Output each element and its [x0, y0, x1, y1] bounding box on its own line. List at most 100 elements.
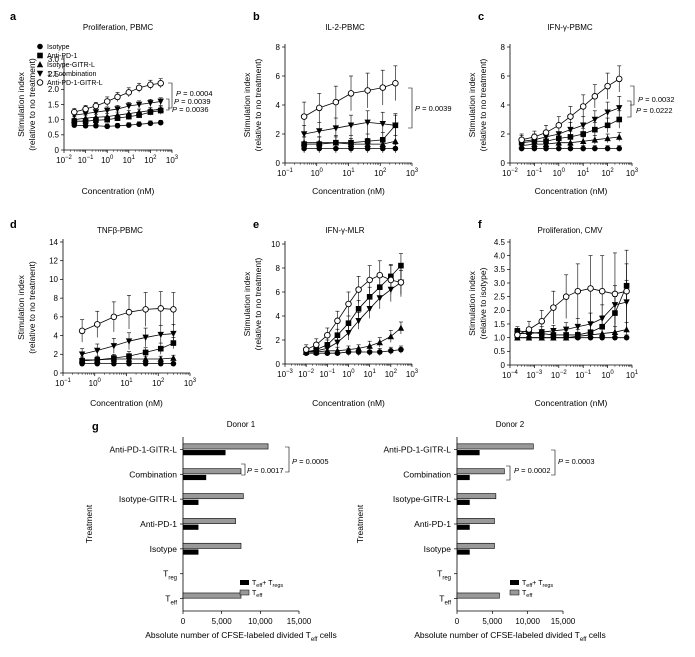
x-tick-exponent: −2 — [65, 155, 73, 161]
series-anti-pd-1-gitr-l — [302, 260, 405, 355]
data-point — [170, 354, 177, 361]
y-axis-label-secondary: (relative to no treatment) — [27, 58, 37, 151]
data-point — [110, 313, 118, 321]
bar-teff — [456, 443, 534, 450]
category-text: Isotype — [424, 544, 452, 554]
data-point — [598, 330, 606, 337]
bar-teff-plus-tregs — [457, 549, 470, 555]
data-point — [580, 137, 587, 145]
x-tick-exponent: −1 — [64, 378, 72, 384]
bar-teff — [456, 542, 495, 549]
x-tick-label: 10−1 — [55, 378, 71, 388]
data-point — [142, 355, 149, 362]
legend-entry: 1:1 combination — [47, 71, 97, 78]
y-tick-label: 2.0 — [48, 85, 60, 94]
data-point — [623, 287, 630, 295]
y-tick-label: 1.0 — [494, 333, 506, 342]
data-point — [82, 122, 89, 129]
x-tick-label: 102 — [601, 168, 614, 178]
x-tick-label: 103 — [166, 155, 179, 165]
data-point — [104, 116, 110, 123]
p-letter: P — [172, 105, 177, 114]
data-point — [334, 347, 341, 354]
data-point — [591, 93, 599, 100]
category-label-anti-pd-1-gitr-l: Anti-PD-1-GITR-L — [383, 444, 451, 454]
y-tick-label: 4.5 — [494, 238, 506, 247]
y-tick-label: 0 — [501, 361, 506, 370]
x-axis-label: Concentration (nM) — [312, 186, 385, 196]
x-tick-base: 10 — [89, 379, 98, 388]
x-tick-label: 10−1 — [527, 168, 543, 178]
data-point — [347, 122, 355, 129]
x-tick-exponent: −3 — [535, 370, 543, 376]
y-axis-label-secondary: (relative to no treatment) — [253, 59, 263, 152]
panel-g-donor-2: Donor 2 0 5,000 10,000 15,000 Anti-PD-1-GITR-… — [355, 420, 606, 643]
y-tick-label: 4 — [501, 101, 506, 110]
data-point — [142, 306, 149, 313]
x-tick-label: 5,000 — [482, 617, 503, 626]
p-letter: P — [638, 95, 643, 104]
x-tick-label: 10−3 — [527, 370, 543, 380]
legend-entry: Anti-PD-1 — [47, 53, 77, 60]
y-tick-label: 6 — [276, 72, 281, 81]
data-point — [157, 305, 165, 312]
data-point — [366, 306, 373, 313]
bar-teff-plus-tregs — [457, 524, 470, 530]
category-label-teff: Teff — [165, 594, 177, 607]
p-text: = 0.0222 — [641, 106, 673, 115]
data-point — [574, 287, 582, 295]
bar-teff-plus-tregs — [183, 450, 226, 456]
x-tick-base: 10 — [184, 379, 193, 388]
y-tick-label: 12 — [49, 257, 58, 266]
y-tick-label: 8 — [501, 43, 506, 52]
chart-title: TNFβ-PBMC — [97, 226, 143, 235]
p-letter: P — [514, 466, 519, 475]
x-tick-base: 10 — [319, 370, 328, 379]
significance-bracket — [506, 465, 511, 481]
data-point — [71, 116, 78, 123]
x-tick-exponent: −1 — [286, 168, 294, 174]
data-point — [110, 355, 118, 362]
bar-teff — [182, 592, 242, 599]
data-point — [170, 360, 177, 367]
p-text: = 0.0004 — [181, 89, 213, 98]
category-label-isotype: Isotype — [424, 544, 452, 554]
y-tick-label: 0 — [276, 159, 281, 168]
panel-label-d: d — [10, 219, 17, 231]
p-text: = 0.0039 — [420, 104, 452, 113]
bar-teff-plus-tregs — [457, 474, 470, 481]
x-tick-exponent: 1 — [129, 378, 133, 384]
x-tick-base: 10 — [101, 156, 110, 165]
x-tick-exponent: −2 — [560, 370, 568, 376]
data-point — [142, 360, 149, 367]
data-point — [110, 343, 118, 350]
y-tick-label: 1.0 — [48, 115, 60, 124]
data-point — [125, 338, 133, 345]
x-tick-exponent: 3 — [175, 155, 179, 161]
significance-bracket — [241, 463, 246, 476]
data-point — [616, 145, 623, 152]
data-point — [574, 332, 581, 340]
data-point — [126, 122, 132, 128]
data-point — [316, 104, 323, 112]
x-tick-label: 10−1 — [319, 369, 335, 379]
p-value: P = 0.0222 — [636, 106, 673, 115]
series-anti-pd-1 — [303, 253, 404, 356]
data-point — [567, 134, 574, 140]
x-label-tail: cells — [317, 630, 336, 640]
data-point — [376, 339, 383, 346]
x-tick-base: 10 — [374, 169, 383, 178]
p-value: P = 0.0039 — [415, 104, 452, 113]
data-point — [562, 326, 570, 333]
category-label-anti-pd-1: Anti-PD-1 — [140, 519, 177, 529]
category-subscript: reg — [442, 576, 451, 582]
data-point — [604, 122, 611, 129]
data-point — [387, 276, 395, 284]
y-tick-label: 2 — [276, 336, 281, 345]
y-axis-label-secondary: (relative to no treatment) — [253, 258, 263, 351]
data-point — [78, 351, 86, 358]
x-tick-label: 10−2 — [298, 369, 314, 379]
data-point — [103, 98, 111, 105]
x-tick-exponent: 3 — [415, 168, 419, 174]
x-tick-base: 10 — [601, 169, 610, 178]
